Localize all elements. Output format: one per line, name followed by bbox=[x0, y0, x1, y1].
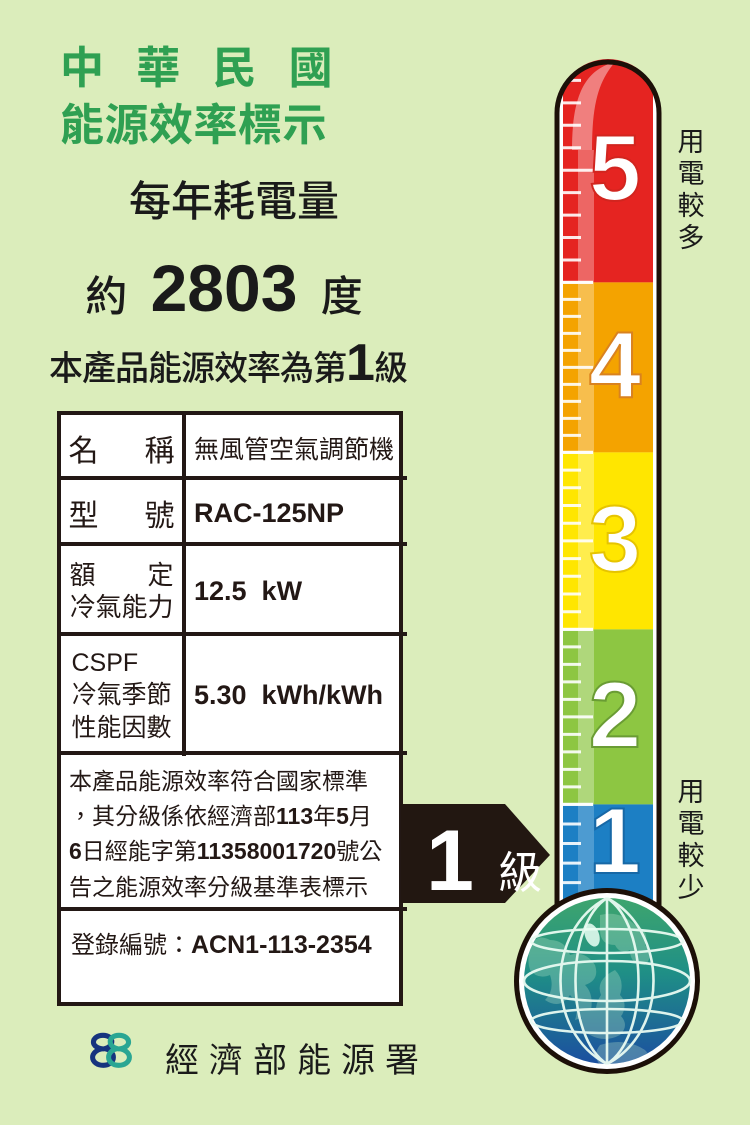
svg-text:少: 少 bbox=[678, 873, 705, 903]
svg-text:電: 電 bbox=[678, 809, 705, 839]
svg-text:用: 用 bbox=[678, 127, 705, 157]
svg-text:較: 較 bbox=[678, 841, 705, 871]
svg-text:5: 5 bbox=[589, 115, 641, 220]
svg-text:1: 1 bbox=[426, 813, 474, 909]
svg-text:1: 1 bbox=[589, 788, 641, 893]
svg-text:用: 用 bbox=[678, 777, 705, 807]
svg-text:電: 電 bbox=[678, 159, 705, 189]
svg-text:多: 多 bbox=[678, 223, 705, 253]
svg-text:2: 2 bbox=[589, 662, 641, 767]
svg-text:3: 3 bbox=[589, 486, 641, 591]
svg-text:較: 較 bbox=[678, 191, 705, 221]
svg-text:級: 級 bbox=[498, 849, 542, 898]
svg-text:4: 4 bbox=[589, 312, 641, 417]
